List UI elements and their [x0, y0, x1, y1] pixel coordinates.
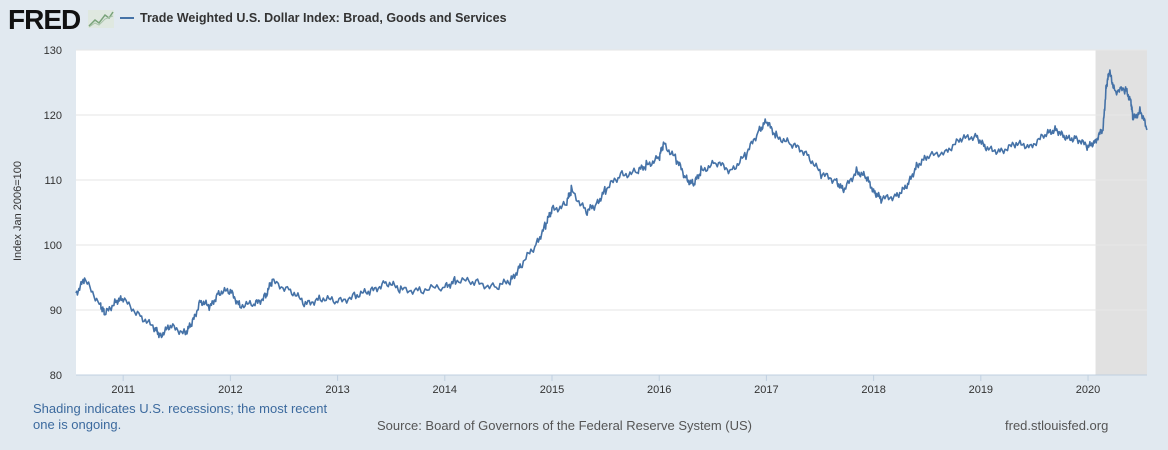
fred-logo[interactable]: FRED — [8, 4, 81, 35]
x-tick-label: 2016 — [647, 384, 671, 396]
recession-shading — [1095, 50, 1147, 375]
y-tick-label: 130 — [44, 45, 62, 57]
plot-area — [76, 50, 1147, 375]
source-text: Source: Board of Governors of the Federa… — [377, 418, 752, 433]
legend-swatch — [120, 17, 134, 19]
site-link[interactable]: fred.stlouisfed.org — [1005, 418, 1109, 433]
x-tick-label: 2012 — [218, 384, 242, 396]
recession-note: Shading indicates U.S. recessions; the m… — [33, 401, 328, 432]
fred-logo-graph-icon — [88, 10, 114, 28]
x-tick-label: 2020 — [1076, 384, 1100, 396]
y-tick-label: 110 — [44, 175, 62, 187]
series-line — [75, 69, 1148, 339]
x-tick-label: 2017 — [754, 384, 778, 396]
x-tick-label: 2015 — [540, 384, 564, 396]
y-axis-label: Index Jan 2006=100 — [12, 160, 24, 261]
x-tick-label: 2019 — [969, 384, 993, 396]
legend-label: Trade Weighted U.S. Dollar Index: Broad,… — [140, 11, 507, 25]
x-tick-label: 2014 — [433, 384, 457, 396]
x-tick-label: 2018 — [861, 384, 885, 396]
x-tick-label: 2011 — [111, 384, 135, 396]
y-tick-label: 80 — [50, 370, 62, 382]
chart: 80 90 100 110 120 130 2011 2012 2013 2014 2015 2016… — [44, 45, 1148, 396]
y-tick-label: 120 — [44, 110, 62, 122]
legend: Trade Weighted U.S. Dollar Index: Broad,… — [120, 11, 507, 25]
x-tick-label: 2013 — [325, 384, 349, 396]
y-tick-label: 90 — [50, 305, 62, 317]
y-tick-label: 100 — [44, 240, 62, 252]
